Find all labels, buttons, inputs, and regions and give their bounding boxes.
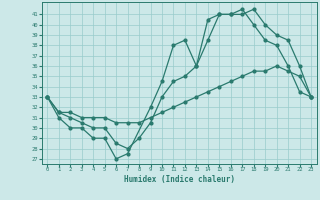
X-axis label: Humidex (Indice chaleur): Humidex (Indice chaleur)	[124, 175, 235, 184]
